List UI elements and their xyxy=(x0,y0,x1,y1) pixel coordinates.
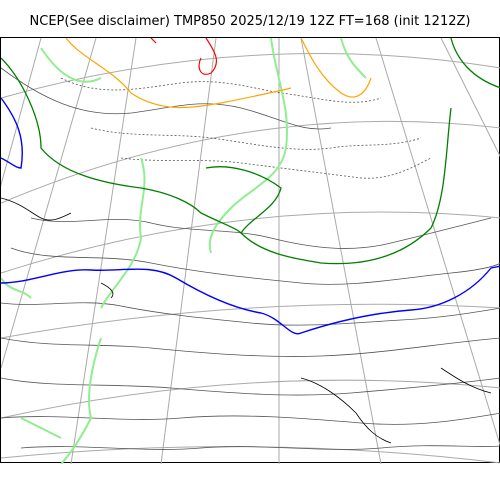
coastline xyxy=(1,197,72,221)
red-line xyxy=(198,38,218,75)
map-title: NCEP(See disclaimer) TMP850 2025/12/19 1… xyxy=(29,14,471,29)
blue-contours xyxy=(1,97,500,335)
meridian-line xyxy=(440,38,500,158)
isotherm-line xyxy=(30,217,492,249)
coastline xyxy=(300,377,392,444)
orange-line xyxy=(65,38,292,108)
coastline xyxy=(100,282,114,299)
parallel-line xyxy=(1,446,500,464)
green-contours xyxy=(1,38,500,265)
parallel-line xyxy=(1,211,500,274)
meridian-line xyxy=(300,38,382,464)
isotherm-line xyxy=(10,247,500,285)
isotherm-line xyxy=(1,337,500,357)
blue-line xyxy=(1,265,500,335)
light-green-line xyxy=(60,337,102,464)
parallel-line xyxy=(1,379,500,419)
isotherm-line xyxy=(1,377,500,396)
red-line xyxy=(150,38,157,44)
light-green-line xyxy=(20,417,62,439)
isotherm-line xyxy=(1,302,500,326)
meridian-line xyxy=(1,38,42,187)
light-green-line xyxy=(1,277,32,299)
isotherm-line xyxy=(60,77,382,103)
isotherm-line xyxy=(20,445,500,450)
graticule xyxy=(1,38,500,464)
orange-contours xyxy=(65,38,372,108)
isotherm-line xyxy=(1,412,500,425)
light-green-contours xyxy=(1,38,367,464)
isotherm-line xyxy=(1,67,332,130)
meridian-line xyxy=(375,38,500,447)
light-green-line xyxy=(340,38,367,79)
map-frame xyxy=(0,37,500,464)
meridian-line xyxy=(1,38,97,369)
meridian-line xyxy=(70,38,137,464)
green-line xyxy=(1,57,242,234)
isotherm-line xyxy=(90,127,422,150)
parallel-line xyxy=(1,120,500,204)
parallel-line xyxy=(1,303,500,339)
green-line xyxy=(205,107,452,265)
green-line xyxy=(450,38,500,89)
light-green-line xyxy=(208,38,288,254)
light-green-line xyxy=(100,157,146,309)
parallel-line xyxy=(1,52,500,99)
orange-line xyxy=(300,38,372,98)
light-green-line xyxy=(40,47,102,83)
isotherms xyxy=(1,67,500,450)
meridian-line xyxy=(160,38,217,464)
blue-line xyxy=(1,97,23,169)
red-contours xyxy=(150,38,218,75)
coastline xyxy=(440,367,492,394)
isotherm-line xyxy=(120,157,432,179)
coastlines xyxy=(1,197,492,444)
weather-map xyxy=(1,38,500,464)
